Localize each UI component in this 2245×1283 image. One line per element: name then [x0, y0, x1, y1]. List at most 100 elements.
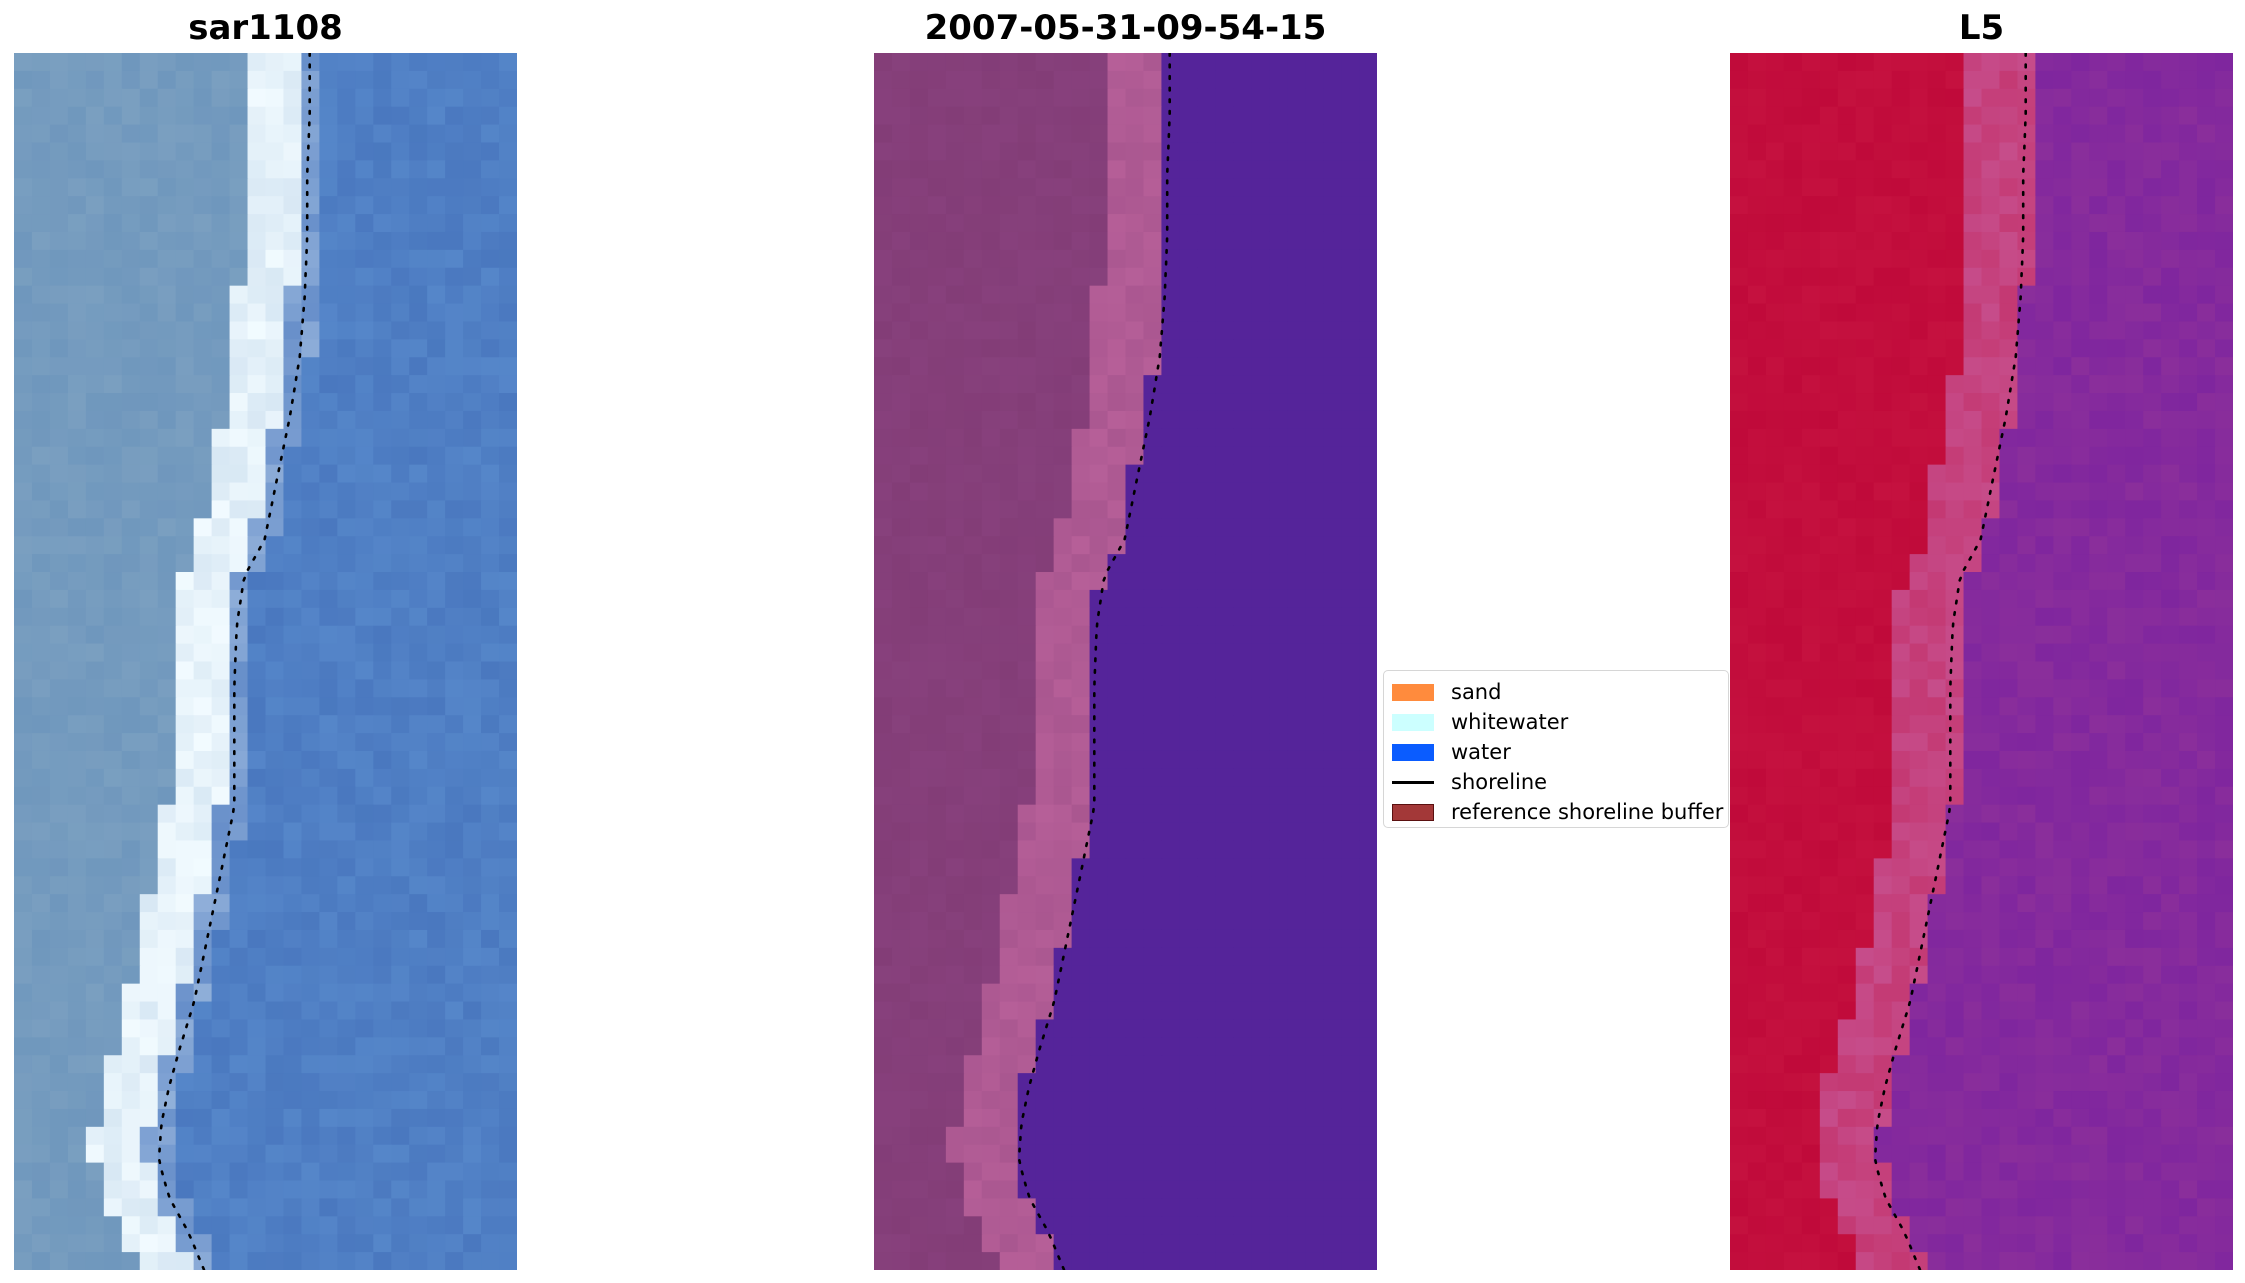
pixel-cell: [1035, 160, 1055, 179]
pixel-cell: [963, 733, 983, 752]
pixel-cell: [1035, 589, 1055, 609]
pixel-cell: [963, 339, 983, 358]
pixel-cell: [49, 1252, 69, 1270]
pixel-cell: [445, 840, 464, 859]
pixel-cell: [391, 196, 410, 215]
pixel-cell: [891, 947, 911, 967]
pixel-cell: [337, 1019, 356, 1038]
pixel-cell: [283, 446, 303, 466]
pixel-cell: [481, 196, 500, 215]
pixel-cell: [1197, 894, 1216, 913]
pixel-cell: [373, 303, 392, 323]
pixel-cell: [1161, 357, 1180, 376]
pixel-cell: [2125, 428, 2144, 448]
pixel-cell: [31, 464, 51, 484]
pixel-cell: [2107, 428, 2126, 448]
pixel-cell: [1251, 339, 1270, 358]
pixel-cell: [247, 589, 267, 609]
pixel-cell: [1963, 643, 1983, 663]
pixel-cell: [1107, 983, 1127, 1003]
pixel-cell: [85, 446, 105, 466]
pixel-cell: [874, 1019, 893, 1038]
pixel-cell: [211, 464, 231, 484]
pixel-cell: [999, 679, 1019, 698]
pixel-cell: [193, 1001, 213, 1021]
pixel-cell: [157, 303, 177, 323]
pixel-cell: [1053, 1144, 1073, 1164]
pixel-cell: [1999, 124, 2019, 144]
pixel-cell: [2089, 428, 2108, 448]
pixel-cell: [373, 1180, 392, 1200]
pixel-cell: [1305, 518, 1324, 537]
pixel-cell: [301, 53, 320, 72]
pixel-cell: [1981, 160, 2001, 179]
pixel-cell: [2179, 482, 2198, 502]
pixel-cell: [999, 1216, 1019, 1235]
pixel-cell: [963, 625, 983, 645]
pixel-cell: [391, 214, 410, 233]
pixel-cell: [2053, 750, 2072, 770]
pixel-cell: [1017, 1037, 1037, 1056]
pixel-cell: [999, 965, 1019, 985]
pixel-cell: [31, 178, 51, 197]
pixel-cell: [1305, 393, 1324, 412]
pixel-cell: [1161, 1108, 1180, 1128]
pixel-cell: [1287, 231, 1306, 251]
pixel-cell: [409, 70, 428, 90]
pixel-cell: [499, 1126, 517, 1146]
pixel-cell: [963, 1001, 983, 1021]
pixel-cell: [1071, 965, 1091, 985]
pixel-cell: [1143, 858, 1163, 877]
pixel-cell: [337, 840, 356, 859]
pixel-cell: [909, 912, 929, 931]
pixel-cell: [139, 196, 159, 215]
pixel-cell: [229, 876, 249, 895]
pixel-cell: [463, 643, 482, 663]
pixel-cell: [909, 160, 929, 179]
pixel-cell: [175, 912, 195, 931]
pixel-cell: [373, 750, 392, 770]
pixel-cell: [1359, 661, 1377, 680]
pixel-cell: [1747, 160, 1767, 179]
pixel-cell: [1269, 643, 1288, 663]
pixel-cell: [463, 410, 482, 430]
pixel-cell: [427, 1073, 446, 1092]
pixel-cell: [409, 214, 428, 233]
pixel-cell: [981, 500, 1001, 519]
pixel-cell: [1017, 1252, 1037, 1270]
pixel-cell: [1179, 1252, 1198, 1270]
pixel-cell: [67, 500, 87, 519]
pixel-cell: [1341, 446, 1360, 466]
pixel-cell: [211, 733, 231, 752]
pixel-cell: [463, 965, 482, 985]
pixel-cell: [2089, 572, 2108, 591]
pixel-cell: [139, 554, 159, 573]
pixel-cell: [909, 375, 929, 394]
pixel-cell: [1999, 554, 2019, 573]
pixel-cell: [2089, 518, 2108, 537]
pixel-cell: [157, 410, 177, 430]
pixel-cell: [1251, 500, 1270, 519]
pixel-cell: [2125, 715, 2144, 734]
pixel-cell: [999, 661, 1019, 680]
pixel-cell: [2053, 160, 2072, 179]
pixel-cell: [157, 1091, 177, 1110]
pixel-cell: [999, 858, 1019, 877]
pixel-cell: [1251, 482, 1270, 502]
pixel-cell: [1017, 142, 1037, 161]
pixel-cell: [427, 947, 446, 967]
pixel-cell: [1341, 768, 1360, 788]
pixel-cell: [927, 375, 947, 394]
pixel-cell: [193, 804, 213, 824]
pixel-cell: [319, 321, 338, 340]
pixel-cell: [2197, 339, 2216, 358]
pixel-cell: [1945, 643, 1965, 663]
pixel-cell: [175, 733, 195, 752]
pixel-cell: [1765, 750, 1785, 770]
pixel-cell: [891, 679, 911, 698]
pixel-cell: [157, 876, 177, 895]
pixel-cell: [139, 607, 159, 627]
pixel-cell: [945, 1162, 965, 1182]
pixel-cell: [1765, 697, 1785, 716]
pixel-cell: [2161, 786, 2180, 806]
